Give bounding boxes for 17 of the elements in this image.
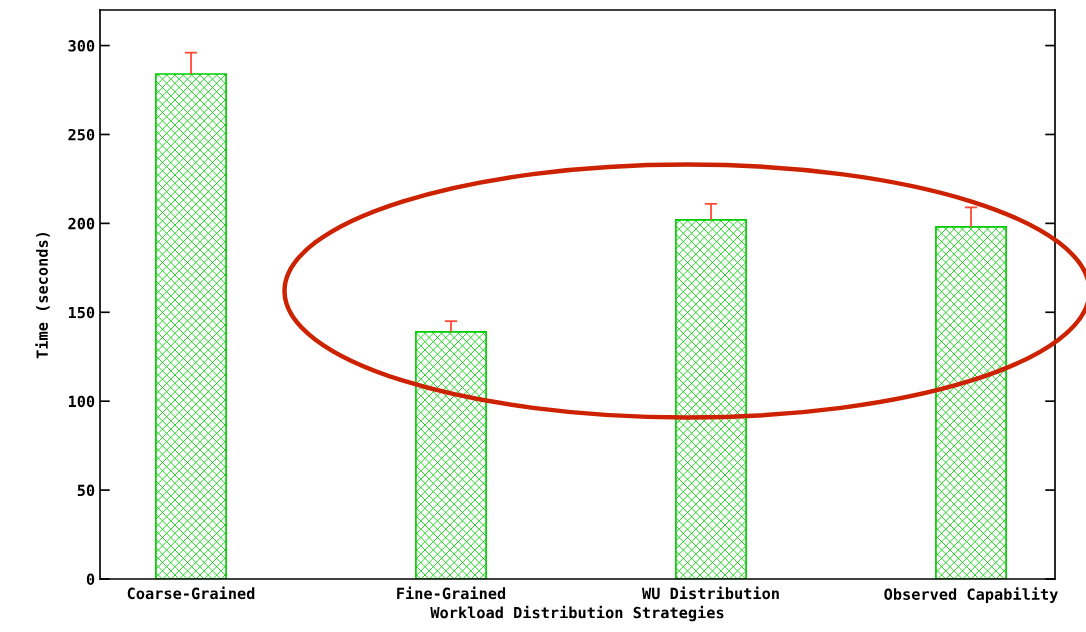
y-tick-label: 100 [68, 395, 95, 408]
y-tick-label: 250 [68, 128, 95, 141]
bar [675, 218, 747, 579]
y-tick-label: 200 [68, 217, 95, 230]
x-tick-label: Coarse-Grained [127, 586, 255, 600]
bar [415, 331, 487, 579]
y-tick-label: 0 [86, 573, 95, 586]
y-tick-label: 150 [68, 306, 95, 319]
x-tick-label: Observed Capability [884, 587, 1058, 603]
bar [935, 226, 1007, 579]
bar [155, 73, 227, 579]
x-tick-label: Fine-Grained [397, 586, 506, 600]
x-tick-label: WU Distribution [642, 586, 779, 600]
x-axis-title: Workload Distribution Strategies [430, 605, 724, 622]
y-tick-label: 300 [68, 40, 95, 52]
y-tick-label: 50 [77, 484, 95, 497]
y-axis-title: Time (seconds) [35, 232, 50, 359]
